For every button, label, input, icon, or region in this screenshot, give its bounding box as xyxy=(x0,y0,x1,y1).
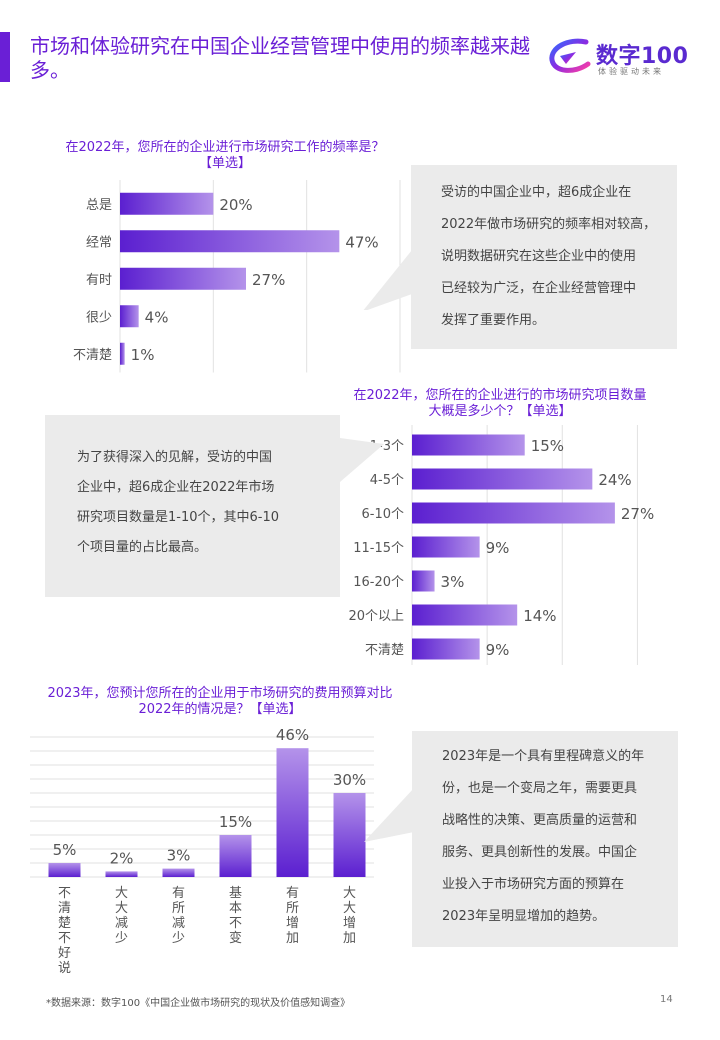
value-label: 3% xyxy=(167,847,191,865)
value-label: 15% xyxy=(219,813,252,831)
value-label: 15% xyxy=(531,437,564,455)
category-label: 经常 xyxy=(86,235,112,250)
category-label: 总是 xyxy=(86,198,112,213)
callout-text-line: 服务、更具创新性的发展。中国企 xyxy=(442,845,638,860)
bar xyxy=(162,868,195,877)
callout-text-line: 战略性的决策、更高质量的运营和 xyxy=(442,813,638,828)
brand-logo-text: 数字100 xyxy=(596,44,689,69)
chart1-frequency: 总是 20% 经常 47% 有时 27% 很少 4% 不清楚 1% xyxy=(73,180,401,373)
bar xyxy=(120,230,340,253)
page-number: 14 xyxy=(660,994,673,1005)
brand-logo-icon xyxy=(549,38,591,73)
bar xyxy=(412,536,480,558)
value-label: 9% xyxy=(486,641,510,659)
chart2-title: 在2022年，您所在的企业进行的市场研究项目数量 大概是多少个？【单选】 xyxy=(330,388,670,420)
value-label: 46% xyxy=(276,726,309,744)
category-label: 不清楚 xyxy=(73,348,112,363)
callout1-pointer xyxy=(363,250,412,310)
bar xyxy=(412,502,615,524)
bar xyxy=(412,468,593,490)
callout2-pointer xyxy=(340,438,384,482)
callout3-pointer xyxy=(364,788,414,842)
bar xyxy=(412,570,435,592)
callout3-box: 2023年是一个具有里程碑意义的年 份，也是一个变局之年，需要更具 战略性的决策、更… xyxy=(412,731,678,947)
chart3-title-line1: 2023年，您预计您所在的企业用于市场研究的费用预算对比 xyxy=(47,686,393,701)
chart2-title-line1: 在2022年，您所在的企业进行的市场研究项目数量 xyxy=(353,388,647,403)
callout-text-line: 份，也是一个变局之年，需要更具 xyxy=(442,781,638,796)
chart1-title-line1: 在2022年，您所在的企业进行市场研究工作的频率是？ xyxy=(65,140,385,155)
callout-text-line: 2023年是一个具有里程碑意义的年 xyxy=(442,749,645,764)
bar xyxy=(219,835,252,877)
value-label: 47% xyxy=(345,233,378,251)
value-label: 14% xyxy=(523,607,556,625)
brand-logo-tagline: 体验驱动未来 xyxy=(598,67,664,76)
category-label: 11-15个 xyxy=(353,541,404,556)
callout-text-line: 研究项目数量是1-10个，其中6-10 xyxy=(77,510,280,525)
category-label: 1-3个 xyxy=(370,439,404,454)
bar xyxy=(105,871,138,877)
chart1-title: 在2022年，您所在的企业进行市场研究工作的频率是？ 【单选】 xyxy=(40,140,410,172)
callout-text-line: 业投入于市场研究方面的预算在 xyxy=(442,877,625,892)
value-label: 27% xyxy=(621,505,654,523)
callout-text-line: 个项目量的占比最高。 xyxy=(77,540,208,555)
bar xyxy=(276,748,309,877)
data-source-note: *数据来源：数字100《中国企业做市场研究的现状及价值感知调查》 xyxy=(46,998,351,1009)
callout2-box: 为了获得深入的见解，受访的中国 企业中，超6成企业在2022年市场 研究项目数量是1… xyxy=(45,415,340,597)
value-label: 20% xyxy=(219,196,252,214)
callout-text-line: 已经较为广泛，在企业经营管理中 xyxy=(441,281,637,296)
callout-text-line: 企业中，超6成企业在2022年市场 xyxy=(77,480,275,495)
callout-text-line: 为了获得深入的见解，受访的中国 xyxy=(77,450,273,465)
chart2-title-line2: 大概是多少个？【单选】 xyxy=(428,404,572,419)
category-label: 20个以上 xyxy=(348,609,404,624)
category-label: 基本不变 xyxy=(229,886,242,946)
value-label: 2% xyxy=(110,849,134,867)
callout-text-line: 受访的中国企业中，超6成企业在 xyxy=(441,185,632,200)
chart3-title: 2023年，您预计您所在的企业用于市场研究的费用预算对比 2022年的情况是？【… xyxy=(30,686,410,718)
bar xyxy=(333,793,366,877)
value-label: 4% xyxy=(145,308,169,326)
callout-text-line: 说明数据研究在这些企业中的使用 xyxy=(441,249,637,264)
bar xyxy=(120,192,214,215)
bar xyxy=(412,604,518,626)
bar xyxy=(120,305,139,328)
chart3-budget-change: 5% 不清楚不好说 2% 大大减少 3% 有所减少 15% 基本不变 46% 有所增加 30% 大大增… xyxy=(30,726,374,975)
category-label: 不清楚不好说 xyxy=(58,886,71,975)
bar xyxy=(48,863,81,877)
category-label: 不清楚 xyxy=(365,643,404,658)
value-label: 1% xyxy=(131,346,155,364)
callout-text-line: 2022年做市场研究的频率相对较高， xyxy=(441,217,657,232)
category-label: 大大增加 xyxy=(343,886,356,946)
category-label: 有所增加 xyxy=(286,886,299,946)
page-title: 市场和体验研究在中国企业经营管理中使用的频率越来越多。 xyxy=(30,34,530,82)
callout-text-line: 发挥了重要作用。 xyxy=(441,313,546,328)
value-label: 27% xyxy=(252,271,285,289)
category-label: 很少 xyxy=(86,310,112,325)
bar xyxy=(120,342,125,365)
category-label: 有时 xyxy=(86,273,112,288)
category-label: 16-20个 xyxy=(353,575,404,590)
value-label: 5% xyxy=(53,841,77,859)
category-label: 有所减少 xyxy=(172,886,185,946)
callout-text-line: 2023年呈明显增加的趋势。 xyxy=(442,909,606,924)
value-label: 3% xyxy=(441,573,465,591)
category-label: 6-10个 xyxy=(361,507,404,522)
chart1-title-line2: 【单选】 xyxy=(198,156,251,171)
bar xyxy=(412,638,480,660)
chart3-title-line2: 2022年的情况是？【单选】 xyxy=(138,702,302,717)
chart2-project-count: 1-3个 15% 4-5个 24% 6-10个 27% 11-15个 9% 16-20个 3% 20… xyxy=(348,425,654,665)
callout1-box: 受访的中国企业中，超6成企业在 2022年做市场研究的频率相对较高， 说明数据研究在… xyxy=(411,165,677,349)
category-label: 4-5个 xyxy=(370,473,404,488)
title-accent-bar xyxy=(0,32,10,82)
value-label: 24% xyxy=(598,471,631,489)
category-label: 大大减少 xyxy=(115,886,128,946)
value-label: 9% xyxy=(486,539,510,557)
value-label: 30% xyxy=(333,771,366,789)
bar xyxy=(412,434,525,456)
bar xyxy=(120,267,246,290)
